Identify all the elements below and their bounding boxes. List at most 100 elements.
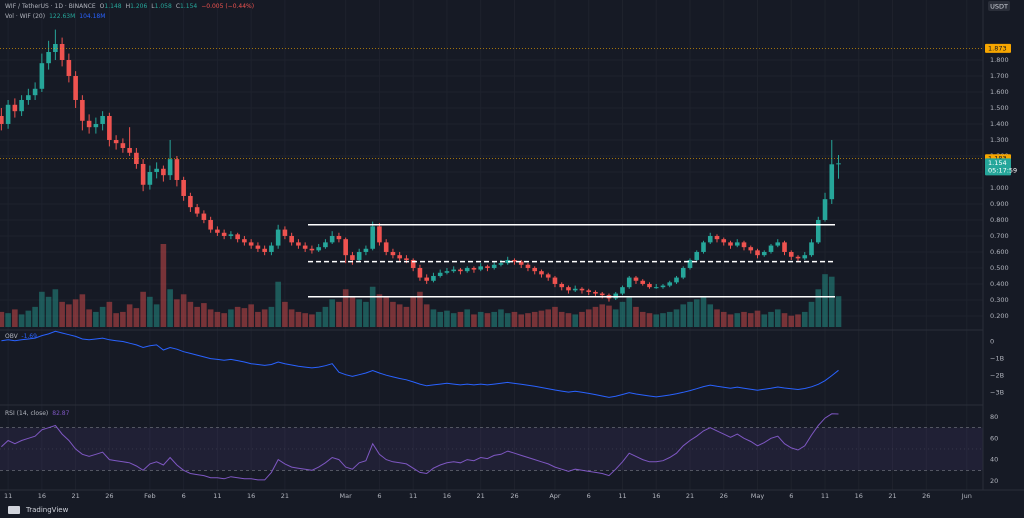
volume-bar — [403, 306, 410, 327]
y-tick-label: 60 — [990, 434, 998, 442]
volume-bar — [86, 309, 92, 327]
candle-body — [32, 88, 38, 96]
volume-bar — [207, 309, 214, 327]
candle-body — [107, 115, 112, 140]
volume-bar — [126, 304, 133, 327]
volume-bar — [113, 313, 119, 327]
candle-body — [741, 242, 747, 248]
volume-bar — [336, 301, 342, 327]
x-tick-label: Jun — [961, 492, 972, 500]
candle-body — [714, 235, 720, 240]
candle-body — [194, 207, 200, 214]
y-tick-label: 20 — [990, 477, 998, 485]
candle-body — [707, 235, 713, 243]
volume-bar — [808, 301, 815, 327]
volume-bar — [288, 309, 295, 327]
candle-body — [721, 239, 727, 243]
x-tick-label: 16 — [443, 492, 451, 500]
candle-body — [755, 250, 760, 256]
volume-bar — [295, 311, 302, 327]
candle-body — [113, 139, 119, 144]
volume-bar — [342, 289, 349, 327]
candle-body — [275, 229, 281, 246]
candle-body — [674, 277, 679, 283]
candle-body — [728, 242, 733, 246]
volume-bar — [572, 314, 579, 327]
volume-bar — [653, 314, 660, 327]
volume-bar — [25, 310, 32, 327]
volume-bar — [734, 313, 741, 327]
candle-body — [505, 259, 511, 264]
volume-bar — [545, 309, 552, 327]
volume-bar — [525, 313, 531, 327]
candle-body — [201, 213, 207, 220]
obv-name: OBV — [5, 333, 19, 340]
volume-bar — [349, 296, 356, 327]
x-tick-label: 11 — [409, 492, 417, 500]
volume-bar — [714, 309, 720, 327]
candle-body — [19, 99, 24, 112]
volume-bar — [484, 313, 491, 327]
volume-bar — [322, 306, 329, 327]
candle-body — [120, 143, 126, 148]
volume-bar — [376, 294, 383, 327]
ohlc-value: 1.154 — [180, 3, 197, 10]
x-tick-label: 11 — [4, 492, 12, 500]
volume-bar — [160, 243, 167, 327]
volume-bar — [133, 308, 140, 327]
candle-body — [221, 232, 227, 236]
volume-bar — [221, 313, 227, 327]
x-tick-label: 16 — [855, 492, 863, 500]
change: −0.005 (−0.44%) — [201, 3, 254, 10]
candle-body — [572, 288, 578, 291]
candle-body — [478, 266, 483, 270]
candle-body — [458, 269, 463, 272]
candle-body — [498, 263, 504, 265]
x-tick-label: Mar — [340, 492, 353, 500]
candle-body — [404, 258, 409, 260]
rsi-value: 82.87 — [52, 410, 69, 417]
brand-logo — [8, 506, 20, 514]
volume-bar — [747, 313, 754, 327]
candle-body — [775, 242, 781, 246]
candle-body — [559, 283, 565, 288]
volume-bar — [241, 308, 248, 327]
ohlc-letter: L — [151, 3, 155, 10]
volume-bar — [781, 313, 788, 327]
x-tick-label: 16 — [652, 492, 660, 500]
candle-body — [370, 226, 375, 249]
candle-body — [552, 277, 558, 284]
volume-bar — [531, 311, 538, 327]
y-tick-label: 1.000 — [990, 184, 1009, 192]
volume-bar — [720, 311, 727, 327]
volume-bar — [248, 304, 254, 327]
candle-body — [626, 277, 632, 288]
candle-body — [795, 256, 801, 259]
y-tick-label: 1.700 — [990, 72, 1009, 80]
countdown: 05:17:59 — [988, 166, 1017, 174]
volume-bar — [477, 311, 484, 327]
volume-bar — [639, 311, 646, 327]
volume-bar — [0, 311, 5, 327]
candle-body — [687, 259, 693, 268]
candle-body — [599, 293, 605, 296]
candle-body — [593, 291, 598, 294]
volume-bar — [153, 304, 160, 327]
candle-body — [93, 123, 99, 128]
y-tick-label: 40 — [990, 456, 998, 464]
x-tick-label: 26 — [922, 492, 930, 500]
y-tick-label: 0.300 — [990, 296, 1009, 304]
volume-bar — [147, 296, 153, 327]
volume-bar — [261, 309, 268, 327]
volume-bar — [795, 314, 801, 327]
volume-bar — [12, 309, 18, 327]
header-line: WIF / TetherUS · 1D · BINANCE O1.148 H1.20… — [5, 3, 254, 10]
volume-bar — [234, 306, 241, 327]
candle-body — [80, 99, 85, 121]
candle-body — [323, 242, 328, 248]
volume-bar — [754, 310, 761, 327]
x-tick-label: 21 — [281, 492, 289, 500]
candle-body — [613, 293, 619, 299]
